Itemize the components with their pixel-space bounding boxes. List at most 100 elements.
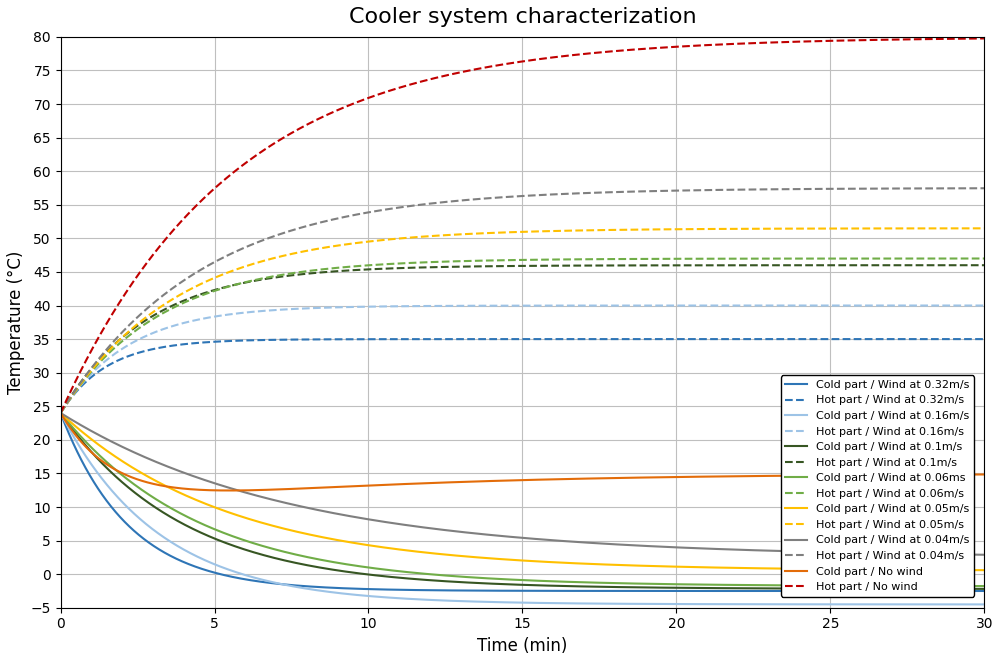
Hot part / Wind at 0.05m/s [978,224,990,232]
Cold part / Wind at 0.1m/s [55,409,67,417]
Hot part / Wind at 0.04m/s [55,409,67,417]
Cold part / Wind at 0.32m/s [952,587,964,595]
Cold part / Wind at 0.1m/s [479,579,491,587]
Cold part / Wind at 0.1m/s [782,585,794,592]
Hot part / Wind at 0.32m/s [951,335,963,343]
Hot part / Wind at 0.1m/s [479,262,491,270]
Cold part / No wind [55,409,67,417]
Hot part / No wind [479,64,491,71]
Hot part / Wind at 0.16m/s [55,409,67,417]
Hot part / Wind at 0.32m/s [952,335,964,343]
Cold part / Wind at 0.16m/s [102,482,114,490]
Hot part / Wind at 0.06m/s [102,350,114,358]
Cold part / Wind at 0.32m/s [55,409,67,417]
Cold part / Wind at 0.1m/s [952,585,964,593]
Hot part / Wind at 0.16m/s [952,302,964,310]
Line: Hot part / Wind at 0.06m/s: Hot part / Wind at 0.06m/s [61,258,984,413]
Cold part / Wind at 0.06ms [55,409,67,417]
Line: Cold part / No wind: Cold part / No wind [61,413,984,491]
Cold part / No wind [978,471,990,479]
Cold part / Wind at 0.1m/s [951,585,963,592]
Hot part / Wind at 0.04m/s [978,184,990,192]
Cold part / Wind at 0.32m/s [479,587,491,594]
Cold part / Wind at 0.04m/s [504,533,516,541]
Hot part / Wind at 0.04m/s [504,193,516,201]
Hot part / Wind at 0.32m/s [978,335,990,343]
Cold part / Wind at 0.06ms [978,582,990,590]
Cold part / Wind at 0.05m/s [782,565,794,573]
Hot part / Wind at 0.06m/s [55,409,67,417]
Cold part / Wind at 0.05m/s [978,566,990,574]
Hot part / Wind at 0.1m/s [951,261,963,269]
Cold part / Wind at 0.1m/s [504,581,516,589]
Hot part / Wind at 0.16m/s [978,302,990,310]
Y-axis label: Temperature (°C): Temperature (°C) [7,251,25,394]
Hot part / Wind at 0.1m/s [102,347,114,355]
Hot part / Wind at 0.1m/s [782,261,794,269]
Cold part / Wind at 0.32m/s [978,587,990,595]
Line: Cold part / Wind at 0.04m/s: Cold part / Wind at 0.04m/s [61,413,984,555]
Hot part / No wind [952,34,964,42]
Hot part / Wind at 0.06m/s [952,255,964,263]
Line: Cold part / Wind at 0.05m/s: Cold part / Wind at 0.05m/s [61,413,984,570]
Hot part / Wind at 0.06m/s [504,256,516,264]
Cold part / Wind at 0.05m/s [102,448,114,455]
Hot part / No wind [55,409,67,417]
Hot part / No wind [102,318,114,326]
Hot part / Wind at 0.16m/s [782,302,794,310]
Line: Cold part / Wind at 0.1m/s: Cold part / Wind at 0.1m/s [61,413,984,589]
Hot part / Wind at 0.05m/s [782,224,794,232]
Hot part / Wind at 0.05m/s [479,229,491,237]
Cold part / Wind at 0.04m/s [951,550,963,558]
Cold part / Wind at 0.06ms [504,575,516,583]
Cold part / Wind at 0.04m/s [479,530,491,538]
Cold part / Wind at 0.04m/s [782,547,794,555]
Cold part / Wind at 0.16m/s [479,598,491,606]
Line: Cold part / Wind at 0.32m/s: Cold part / Wind at 0.32m/s [61,413,984,591]
Cold part / Wind at 0.06ms [951,582,963,590]
Cold part / Wind at 0.05m/s [504,555,516,563]
Cold part / Wind at 0.05m/s [55,409,67,417]
Hot part / Wind at 0.04m/s [102,344,114,352]
Cold part / No wind [480,477,492,485]
Title: Cooler system characterization: Cooler system characterization [349,7,696,27]
Hot part / No wind [951,34,963,42]
Hot part / Wind at 0.06m/s [479,257,491,265]
Cold part / Wind at 0.16m/s [952,600,964,608]
Cold part / Wind at 0.06ms [102,459,114,467]
Cold part / Wind at 0.05m/s [479,554,491,562]
Hot part / Wind at 0.05m/s [504,228,516,236]
Cold part / Wind at 0.06ms [479,574,491,582]
Line: Hot part / Wind at 0.16m/s: Hot part / Wind at 0.16m/s [61,306,984,413]
Cold part / Wind at 0.04m/s [978,551,990,559]
Cold part / Wind at 0.32m/s [951,587,963,595]
Cold part / No wind [952,471,964,479]
Cold part / No wind [782,472,794,480]
Hot part / No wind [504,60,516,68]
Hot part / Wind at 0.04m/s [479,195,491,203]
Line: Hot part / Wind at 0.32m/s: Hot part / Wind at 0.32m/s [61,339,984,413]
Hot part / Wind at 0.05m/s [102,348,114,355]
Cold part / Wind at 0.32m/s [102,498,114,506]
Hot part / Wind at 0.32m/s [479,335,491,343]
Hot part / Wind at 0.1m/s [978,261,990,269]
Cold part / Wind at 0.06ms [952,582,964,590]
Line: Hot part / Wind at 0.04m/s: Hot part / Wind at 0.04m/s [61,188,984,413]
Hot part / Wind at 0.1m/s [55,409,67,417]
Cold part / Wind at 0.16m/s [951,600,963,608]
Hot part / Wind at 0.06m/s [782,255,794,263]
Cold part / No wind [952,471,964,479]
Cold part / No wind [223,487,235,495]
Cold part / No wind [102,461,114,469]
Line: Hot part / Wind at 0.05m/s: Hot part / Wind at 0.05m/s [61,228,984,413]
Hot part / Wind at 0.32m/s [504,335,516,343]
Hot part / Wind at 0.16m/s [504,302,516,310]
Cold part / Wind at 0.16m/s [504,598,516,606]
Hot part / Wind at 0.16m/s [102,355,114,363]
Hot part / Wind at 0.04m/s [782,185,794,193]
Line: Hot part / Wind at 0.1m/s: Hot part / Wind at 0.1m/s [61,265,984,413]
Cold part / Wind at 0.04m/s [102,436,114,444]
Cold part / Wind at 0.04m/s [952,551,964,559]
Cold part / No wind [504,477,516,485]
Legend: Cold part / Wind at 0.32m/s, Hot part / Wind at 0.32m/s, Cold part / Wind at 0.1: Cold part / Wind at 0.32m/s, Hot part / … [781,375,974,596]
